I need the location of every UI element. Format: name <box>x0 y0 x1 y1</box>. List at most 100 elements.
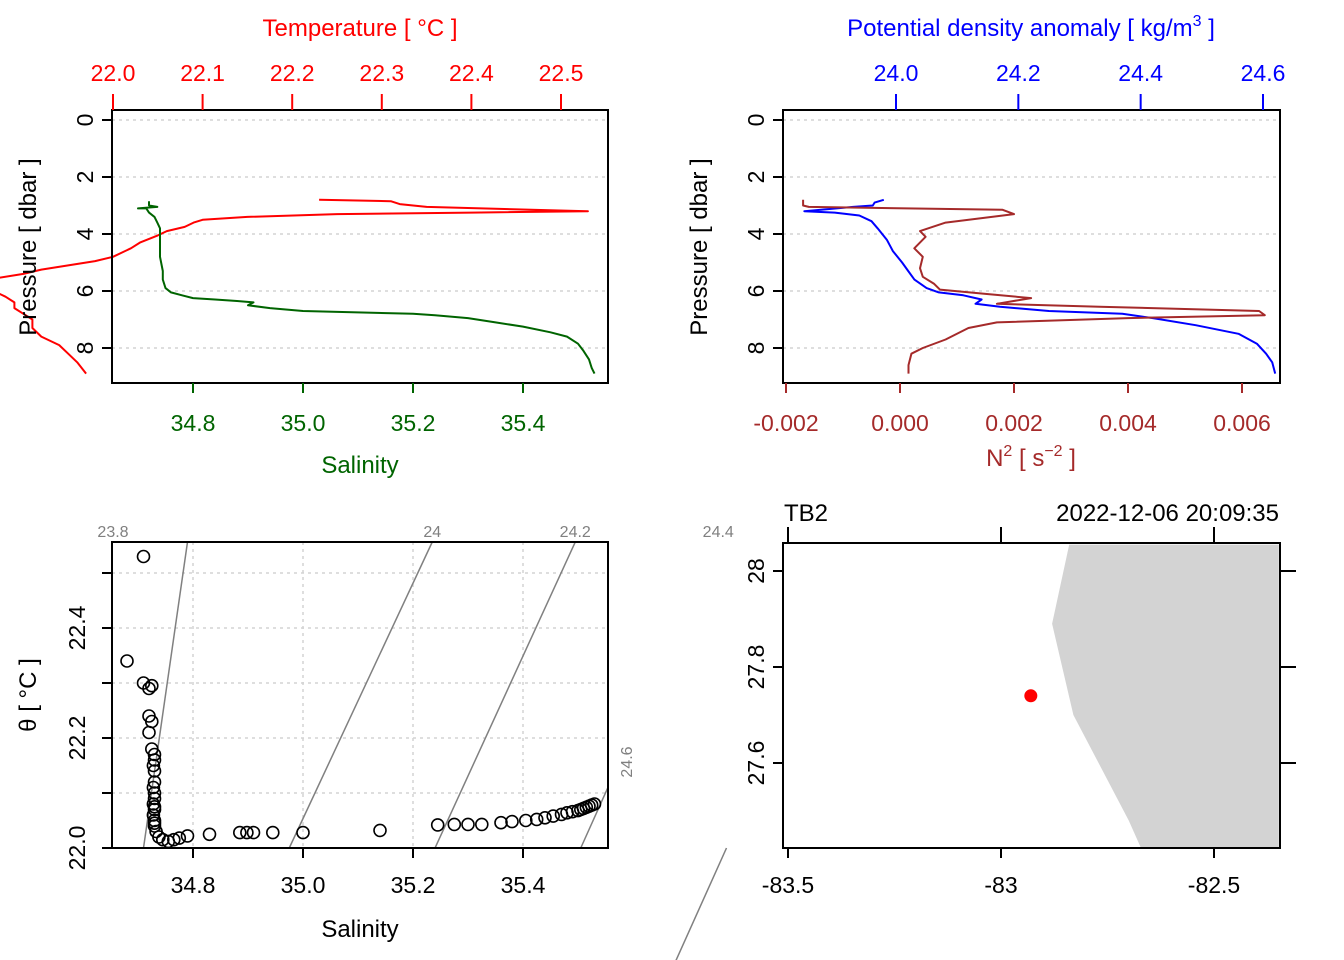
ts-point <box>240 825 254 840</box>
density-axis-title: Potential density anomaly [ kg/m3 ] <box>847 13 1215 42</box>
ts-point <box>136 549 151 564</box>
bottom-tick-label: 35.2 <box>391 410 436 436</box>
ts-point <box>147 775 162 789</box>
land-polygon <box>1052 544 1279 848</box>
y-tick-label: 27.8 <box>743 645 769 690</box>
temperature-axis-title: Temperature [ °C ] <box>263 15 458 42</box>
salinity-axis: 34.8 35.0 35.2 35.4 <box>171 383 546 436</box>
temperature-salinity-profile-panel: 22.0 22.1 22.2 22.3 22.4 22.5 34.8 35.0 35.2 35.… <box>0 15 609 479</box>
bottom-tick-label: 34.8 <box>171 410 216 436</box>
temperature-axis: 22.0 22.1 22.2 22.3 22.4 22.5 <box>91 60 584 110</box>
ts-point <box>505 814 519 829</box>
series-line-temperature <box>0 198 589 375</box>
y-tick-label: 0 <box>743 114 769 127</box>
plot-frame <box>111 109 609 384</box>
ts-point <box>587 797 602 811</box>
top-tick-label: 24.0 <box>874 60 919 86</box>
salinity-axis: 34.8 35.0 35.2 35.4 <box>171 848 546 898</box>
y-tick-label: 6 <box>743 285 769 298</box>
ts-point <box>147 791 162 806</box>
ts-point <box>167 832 181 847</box>
ts-point <box>447 817 462 832</box>
ts-point <box>142 681 156 696</box>
isopycnal-line <box>434 541 576 849</box>
bottom-tick-label: 0.000 <box>871 410 929 436</box>
grid-lines <box>783 119 1280 349</box>
ts-point <box>147 747 162 762</box>
ts-point <box>233 825 247 840</box>
top-tick-label: 24.4 <box>1118 60 1163 86</box>
n2-axis: -0.002 0.000 0.002 0.004 0.006 <box>753 383 1271 436</box>
plot-frame <box>782 109 1281 384</box>
bottom-tick-label: 0.006 <box>1213 410 1271 436</box>
top-tick-label: 24.6 <box>1241 60 1286 86</box>
y-tick-label: 2 <box>72 171 98 184</box>
x-tick-label: 34.8 <box>171 872 216 898</box>
station-timestamp: 2022-12-06 20:09:35 <box>1056 500 1279 527</box>
density-n2-profile-panel: 24.0 24.2 24.4 24.6 -0.002 0.000 0.002 0.004 0.… <box>686 13 1285 472</box>
ts-point <box>120 654 134 668</box>
isopycnal-label: 24.2 <box>560 524 591 541</box>
station-location-marker[interactable] <box>1024 689 1038 703</box>
y-tick-label: 28 <box>743 558 769 584</box>
ts-point <box>461 817 475 832</box>
y-tick-label: 22.2 <box>64 716 90 761</box>
ts-point <box>373 823 387 838</box>
plot-frame <box>111 541 609 849</box>
ts-point <box>147 802 162 817</box>
y-tick-label: 22.0 <box>64 826 90 871</box>
series-line-n- <box>802 199 1266 374</box>
ts-point <box>246 825 261 840</box>
profile-series <box>0 198 596 375</box>
y-tick-label: 4 <box>72 227 98 240</box>
ts-point <box>147 786 162 800</box>
x-tick-label: -82.5 <box>1188 872 1240 898</box>
ts-point <box>145 678 159 693</box>
grid-lines <box>112 119 608 349</box>
density-axis: 24.0 24.2 24.4 24.6 <box>874 60 1286 110</box>
series-line-potential-density-anomaly <box>803 198 1277 374</box>
x-tick-label: -83 <box>984 872 1017 898</box>
longitude-axis: -83.5 -83 -82.5 <box>762 527 1240 898</box>
isopycnal-label: 23.8 <box>97 524 128 541</box>
bottom-tick-label: 35.0 <box>281 410 326 436</box>
y-tick-label: 8 <box>72 342 98 355</box>
top-tick-label: 22.2 <box>270 60 315 86</box>
bottom-tick-label: 0.004 <box>1099 410 1157 436</box>
isopycnal-line <box>675 847 728 960</box>
ts-point <box>156 832 170 847</box>
ts-point <box>146 758 161 773</box>
isopycnal-label: 24.4 <box>703 524 734 541</box>
profile-series <box>802 198 1277 374</box>
theta-axis: 22.0 22.2 22.4 <box>64 572 112 871</box>
ts-diagram-panel: 23.8 24 24.2 24.4 24.6 34.8 35.0 35.2 35.4 22.0… <box>15 524 734 960</box>
ts-point <box>265 825 280 840</box>
salinity-axis-title: Salinity <box>321 452 398 479</box>
top-tick-label: 22.5 <box>539 60 584 86</box>
y-tick-label: 0 <box>72 114 98 127</box>
isopycnal-line <box>288 541 433 849</box>
ts-point <box>296 825 310 840</box>
bottom-tick-label: 35.4 <box>501 410 546 436</box>
top-tick-label: 22.0 <box>91 60 136 86</box>
ts-point <box>529 812 544 827</box>
top-tick-label: 22.1 <box>180 60 225 86</box>
y-tick-label: 6 <box>72 285 98 298</box>
ts-point <box>474 817 489 832</box>
series-line-salinity <box>137 201 596 375</box>
y-tick-label: 8 <box>743 342 769 355</box>
y-tick-label: 4 <box>743 227 769 240</box>
top-tick-label: 22.3 <box>359 60 404 86</box>
pressure-axis: 0 2 4 6 8 <box>72 114 112 355</box>
isopycnal-label: 24.6 <box>619 746 636 777</box>
ts-point <box>142 725 156 740</box>
theta-axis-title: θ [ °C ] <box>15 658 42 732</box>
x-tick-label: 35.0 <box>281 872 326 898</box>
ts-point <box>546 809 561 823</box>
ts-point <box>202 827 217 842</box>
isopycnal-line <box>580 787 609 849</box>
n2-axis-title: N2 [ s−2 ] <box>986 443 1076 472</box>
ts-point <box>172 831 187 845</box>
top-tick-label: 24.2 <box>996 60 1041 86</box>
